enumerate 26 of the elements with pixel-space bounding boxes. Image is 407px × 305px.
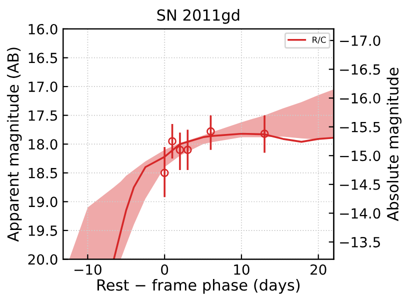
x-tick-label: 0 <box>161 264 168 275</box>
y-tick-label: 18.0 <box>28 139 58 150</box>
chart-title: SN 2011gd <box>157 9 240 24</box>
legend-label: R/C <box>312 36 326 44</box>
y-tick-label: 19.5 <box>28 225 58 236</box>
y2-tick-label: −17.0 <box>340 35 380 46</box>
x-tick-label: −10 <box>74 264 102 275</box>
x-axis-title: Rest − frame phase (days) <box>97 278 300 294</box>
y2-tick-label: −16.5 <box>340 64 380 75</box>
y2-tick-label: −14.0 <box>340 208 380 219</box>
y-axis-title: Apparent magnitude (AB) <box>6 48 22 242</box>
y2-tick-label: −15.0 <box>340 150 380 162</box>
y-tick-label: 16.0 <box>28 24 58 34</box>
y2-tick-label: −14.5 <box>340 180 380 190</box>
y2-axis-title: Absolute magnitude <box>386 68 402 222</box>
y2-tick-label: −16.0 <box>340 93 380 104</box>
x-tick-label: 20 <box>310 264 326 275</box>
y2-tick-label: −15.5 <box>340 122 380 132</box>
y-tick-label: 20.0 <box>28 254 58 265</box>
y-tick-label: 17.0 <box>28 82 58 92</box>
x-tick-label: 10 <box>234 264 250 275</box>
y-tick-label: 18.5 <box>28 168 58 178</box>
y2-tick-label: −13.5 <box>340 236 380 248</box>
y-tick-label: 16.5 <box>28 52 58 64</box>
y-tick-label: 19.0 <box>28 196 58 208</box>
y-tick-label: 17.5 <box>28 110 58 121</box>
